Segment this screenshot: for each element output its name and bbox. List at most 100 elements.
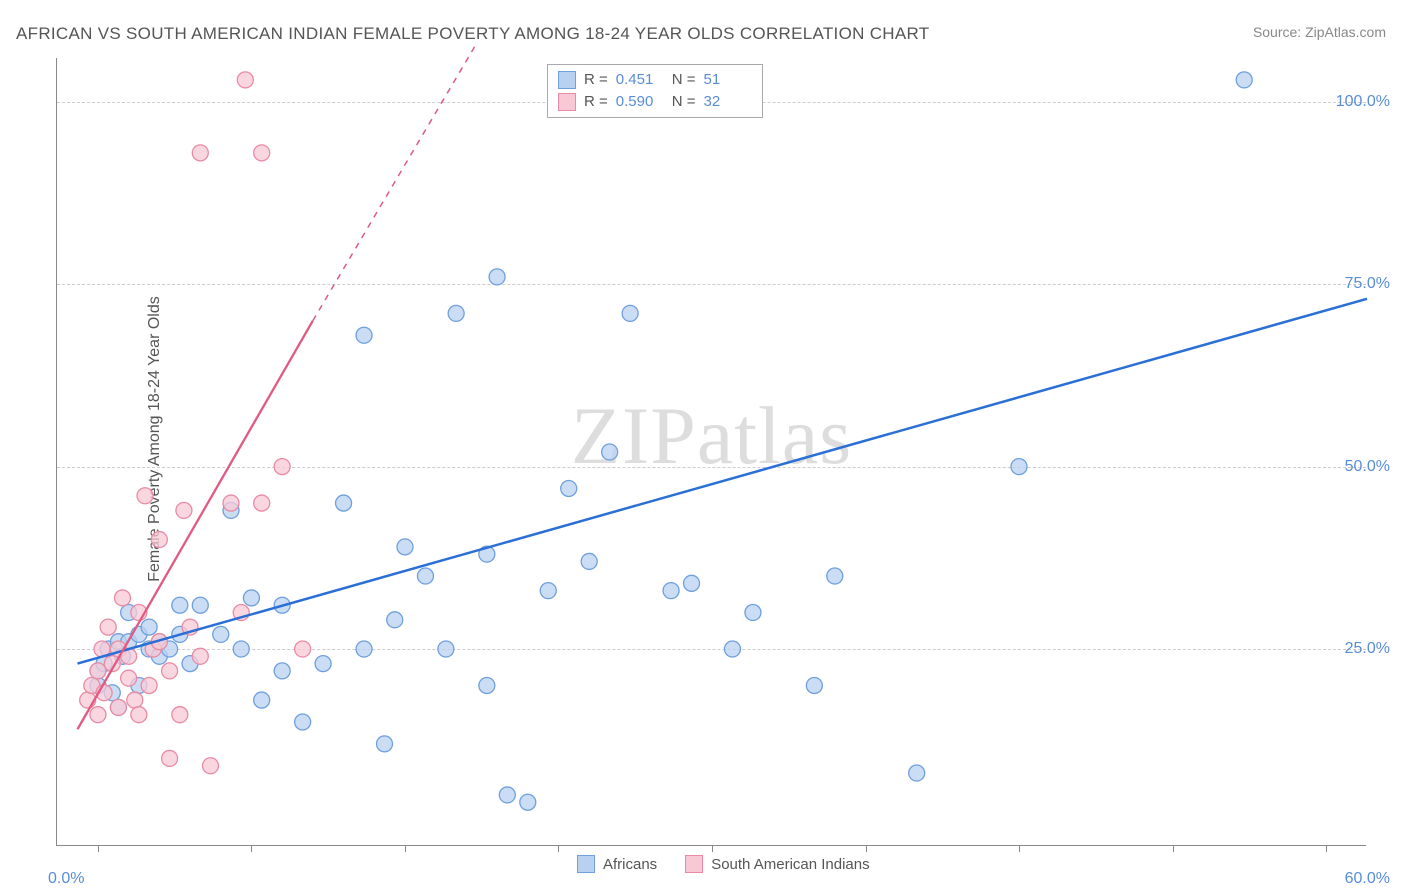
y-tick-label: 50.0% bbox=[1345, 458, 1390, 476]
data-point bbox=[909, 765, 925, 781]
legend-swatch-sai-icon bbox=[685, 855, 703, 873]
data-point bbox=[110, 699, 126, 715]
data-point bbox=[295, 714, 311, 730]
data-point bbox=[254, 145, 270, 161]
x-tick bbox=[405, 845, 406, 852]
data-point bbox=[172, 707, 188, 723]
x-axis-end-label: 60.0% bbox=[1345, 870, 1390, 888]
data-point bbox=[397, 539, 413, 555]
data-point bbox=[243, 590, 259, 606]
data-point bbox=[141, 619, 157, 635]
y-tick-label: 25.0% bbox=[1345, 640, 1390, 658]
legend-label-sai: South American Indians bbox=[711, 856, 869, 873]
data-point bbox=[127, 692, 143, 708]
data-point bbox=[237, 72, 253, 88]
r-value-africans: 0.451 bbox=[616, 69, 664, 91]
data-point bbox=[192, 145, 208, 161]
data-point bbox=[387, 612, 403, 628]
scatter-svg bbox=[57, 58, 1366, 845]
regression-line-extrapolated bbox=[313, 43, 477, 320]
data-point bbox=[663, 583, 679, 599]
data-point bbox=[356, 327, 372, 343]
x-axis-origin-label: 0.0% bbox=[48, 870, 84, 888]
chart-plot-area: ZIPatlas R = 0.451 N = 51 R = 0.590 N = … bbox=[56, 58, 1366, 846]
data-point bbox=[233, 641, 249, 657]
n-value-africans: 51 bbox=[704, 69, 752, 91]
data-point bbox=[192, 648, 208, 664]
data-point bbox=[162, 750, 178, 766]
data-point bbox=[254, 692, 270, 708]
x-tick bbox=[866, 845, 867, 852]
r-label: R = bbox=[584, 69, 608, 91]
legend-item-sai: South American Indians bbox=[685, 855, 869, 873]
x-tick bbox=[712, 845, 713, 852]
regression-line bbox=[77, 299, 1367, 664]
data-point bbox=[377, 736, 393, 752]
data-point bbox=[176, 502, 192, 518]
data-point bbox=[121, 670, 137, 686]
y-tick-label: 100.0% bbox=[1336, 93, 1390, 111]
data-point bbox=[115, 590, 131, 606]
x-tick bbox=[1173, 845, 1174, 852]
data-point bbox=[540, 583, 556, 599]
correlation-stats-box: R = 0.451 N = 51 R = 0.590 N = 32 bbox=[547, 64, 763, 118]
swatch-africans-icon bbox=[558, 71, 576, 89]
data-point bbox=[622, 305, 638, 321]
stat-row-africans: R = 0.451 N = 51 bbox=[558, 69, 752, 91]
data-point bbox=[520, 794, 536, 810]
data-point bbox=[1236, 72, 1252, 88]
chart-title: AFRICAN VS SOUTH AMERICAN INDIAN FEMALE … bbox=[16, 24, 929, 44]
data-point bbox=[417, 568, 433, 584]
x-tick bbox=[558, 845, 559, 852]
data-point bbox=[203, 758, 219, 774]
data-point bbox=[192, 597, 208, 613]
data-point bbox=[806, 677, 822, 693]
x-tick bbox=[1019, 845, 1020, 852]
r-label: R = bbox=[584, 91, 608, 113]
data-point bbox=[581, 553, 597, 569]
data-point bbox=[254, 495, 270, 511]
legend-bottom: Africans South American Indians bbox=[577, 855, 870, 873]
y-tick-label: 75.0% bbox=[1345, 275, 1390, 293]
data-point bbox=[724, 641, 740, 657]
data-point bbox=[151, 532, 167, 548]
source-attribution: Source: ZipAtlas.com bbox=[1253, 24, 1386, 40]
n-label: N = bbox=[672, 91, 696, 113]
data-point bbox=[499, 787, 515, 803]
data-point bbox=[489, 269, 505, 285]
data-point bbox=[561, 480, 577, 496]
data-point bbox=[223, 495, 239, 511]
data-point bbox=[602, 444, 618, 460]
data-point bbox=[1011, 459, 1027, 475]
data-point bbox=[438, 641, 454, 657]
data-point bbox=[213, 626, 229, 642]
n-label: N = bbox=[672, 69, 696, 91]
data-point bbox=[479, 677, 495, 693]
data-point bbox=[90, 707, 106, 723]
data-point bbox=[827, 568, 843, 584]
data-point bbox=[172, 597, 188, 613]
data-point bbox=[448, 305, 464, 321]
data-point bbox=[141, 677, 157, 693]
stat-row-sai: R = 0.590 N = 32 bbox=[558, 91, 752, 113]
legend-item-africans: Africans bbox=[577, 855, 657, 873]
swatch-sai-icon bbox=[558, 93, 576, 111]
data-point bbox=[684, 575, 700, 591]
data-point bbox=[274, 663, 290, 679]
data-point bbox=[131, 707, 147, 723]
data-point bbox=[90, 663, 106, 679]
x-tick bbox=[1326, 845, 1327, 852]
x-tick bbox=[98, 845, 99, 852]
legend-swatch-africans-icon bbox=[577, 855, 595, 873]
data-point bbox=[315, 656, 331, 672]
data-point bbox=[274, 459, 290, 475]
data-point bbox=[356, 641, 372, 657]
data-point bbox=[336, 495, 352, 511]
data-point bbox=[745, 605, 761, 621]
x-tick bbox=[251, 845, 252, 852]
legend-label-africans: Africans bbox=[603, 856, 657, 873]
data-point bbox=[295, 641, 311, 657]
data-point bbox=[162, 663, 178, 679]
r-value-sai: 0.590 bbox=[616, 91, 664, 113]
n-value-sai: 32 bbox=[704, 91, 752, 113]
